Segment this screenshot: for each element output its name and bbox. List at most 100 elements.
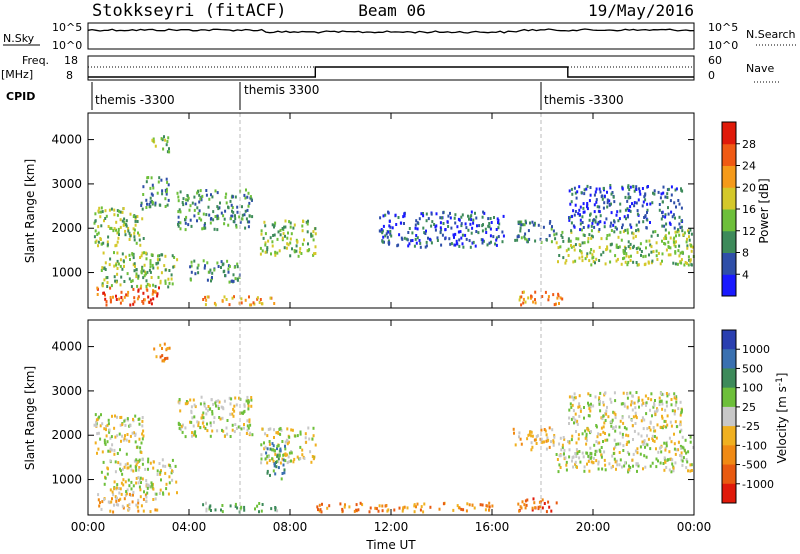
power-cell bbox=[151, 292, 154, 296]
velocity-cell bbox=[624, 461, 627, 465]
power-cell bbox=[231, 214, 234, 218]
velocity-cell bbox=[151, 483, 154, 487]
velocity-cell bbox=[563, 437, 566, 441]
power-cell bbox=[586, 205, 588, 209]
velocity-cell bbox=[206, 409, 209, 413]
velocity-cell bbox=[663, 468, 666, 472]
velocity-cell bbox=[626, 440, 629, 444]
velocity-cell bbox=[96, 451, 98, 455]
power-cell bbox=[588, 218, 591, 222]
power-cell bbox=[452, 233, 455, 237]
power-cell bbox=[454, 221, 457, 225]
velocity-cell bbox=[144, 467, 147, 471]
power-cell bbox=[680, 258, 683, 262]
power-cell bbox=[436, 236, 439, 240]
power-cell bbox=[185, 198, 188, 202]
velocity-cell bbox=[225, 426, 228, 430]
velocity-cell bbox=[612, 410, 615, 414]
power-cell bbox=[164, 279, 167, 283]
velocity-cell bbox=[651, 461, 654, 465]
time-tick-label: 12:00 bbox=[374, 520, 409, 534]
power-cell bbox=[586, 252, 589, 256]
velocity-cell bbox=[533, 501, 536, 505]
velocity-cell bbox=[689, 463, 692, 467]
velocity-cell bbox=[655, 457, 658, 461]
velocity-cell bbox=[636, 469, 638, 473]
velocity-cell bbox=[145, 495, 148, 499]
power-cell bbox=[592, 249, 595, 253]
velocity-cell bbox=[550, 509, 553, 513]
velocity-cell bbox=[645, 403, 647, 407]
power-cell bbox=[464, 222, 467, 226]
velocity-cell bbox=[221, 416, 224, 420]
power-cell bbox=[276, 237, 279, 241]
velocity-cell bbox=[565, 463, 568, 467]
velocity-cell bbox=[598, 400, 601, 404]
power-cell bbox=[256, 297, 259, 301]
power-cell bbox=[579, 222, 582, 226]
power-cell bbox=[594, 190, 597, 194]
velocity-cell bbox=[141, 416, 144, 419]
velocity-cell bbox=[579, 409, 582, 413]
velocity-cell bbox=[111, 443, 114, 447]
power-cell bbox=[273, 223, 276, 227]
velocity-cell bbox=[339, 502, 342, 506]
velocity-cell bbox=[145, 499, 148, 503]
power-cell bbox=[520, 220, 523, 224]
velocity-cell bbox=[641, 440, 644, 444]
power-cell bbox=[148, 300, 151, 304]
power-cell bbox=[284, 234, 286, 238]
power-cell bbox=[236, 262, 239, 266]
velocity-cell bbox=[232, 414, 235, 418]
velocity-cell bbox=[197, 424, 200, 428]
power-cell bbox=[247, 225, 250, 229]
velocity-cell bbox=[359, 501, 362, 505]
power-cell bbox=[458, 244, 461, 248]
power-cell bbox=[204, 226, 207, 230]
velocity-cell bbox=[589, 393, 592, 397]
velocity-cell bbox=[287, 455, 290, 459]
velocity-cell bbox=[117, 498, 120, 502]
power-cell bbox=[573, 213, 576, 217]
power-cell bbox=[303, 238, 305, 242]
power-cell bbox=[204, 295, 207, 299]
power-cell bbox=[657, 251, 660, 255]
power-cell bbox=[189, 265, 192, 269]
power-cell bbox=[569, 202, 572, 206]
velocity-cell bbox=[518, 509, 521, 513]
power-cell bbox=[149, 186, 152, 190]
velocity-cell bbox=[578, 402, 581, 406]
power-cell bbox=[586, 207, 589, 211]
power-cell bbox=[150, 253, 153, 257]
power-cell bbox=[120, 296, 123, 299]
velocity-cell bbox=[630, 400, 633, 404]
velocity-cell bbox=[128, 492, 131, 496]
power-cell bbox=[677, 249, 680, 253]
velocity-cell bbox=[230, 397, 233, 401]
power-cell bbox=[625, 217, 627, 221]
power-cell bbox=[524, 219, 527, 223]
velocity-cell bbox=[282, 463, 285, 467]
power-cell bbox=[137, 274, 140, 278]
velocity-cell bbox=[221, 428, 223, 432]
power-cell bbox=[590, 248, 593, 251]
power-cell bbox=[259, 246, 262, 250]
power-cell bbox=[227, 206, 230, 210]
power-cell bbox=[139, 256, 142, 259]
power-cell bbox=[249, 195, 252, 199]
power-cell bbox=[382, 224, 385, 228]
velocity-cell bbox=[536, 434, 539, 438]
velocity-cell bbox=[679, 430, 682, 434]
power-cell bbox=[164, 205, 167, 208]
velocity-cell bbox=[631, 394, 634, 398]
velocity-cell bbox=[649, 447, 652, 451]
power-cell bbox=[270, 252, 272, 256]
power-cell bbox=[550, 227, 553, 231]
velocity-cell bbox=[268, 459, 271, 462]
velocity-cell bbox=[578, 414, 581, 418]
power-cell bbox=[652, 191, 654, 195]
power-cell bbox=[427, 236, 429, 240]
power-cell bbox=[645, 246, 647, 250]
power-cell bbox=[609, 249, 612, 253]
velocity-cell bbox=[238, 396, 240, 400]
